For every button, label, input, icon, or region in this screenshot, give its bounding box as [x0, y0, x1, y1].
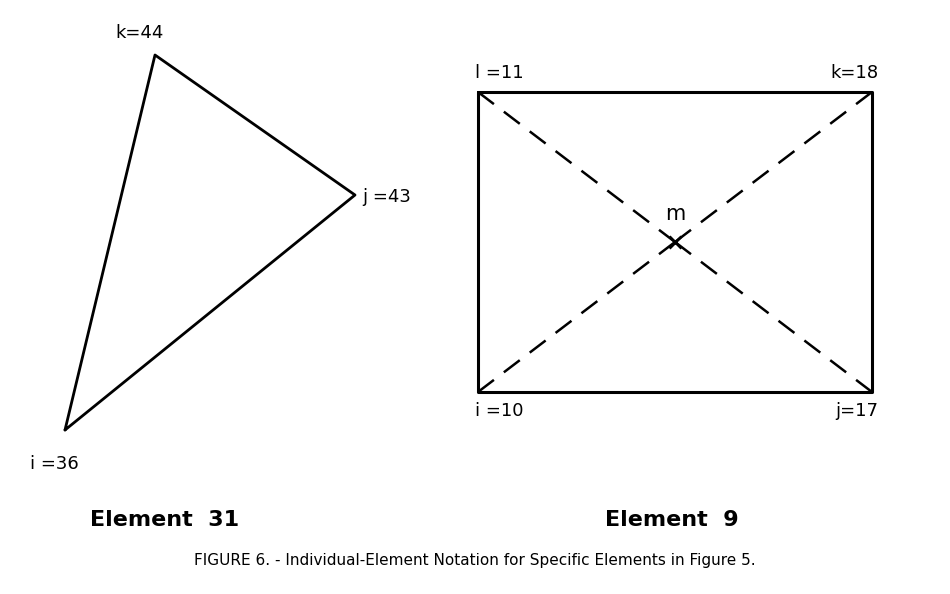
Text: m: m: [665, 204, 685, 224]
Text: i =10: i =10: [475, 402, 523, 420]
Text: j =43: j =43: [362, 188, 410, 206]
Text: k=18: k=18: [830, 64, 878, 82]
Text: FIGURE 6. - Individual-Element Notation for Specific Elements in Figure 5.: FIGURE 6. - Individual-Element Notation …: [194, 553, 756, 568]
Text: l =11: l =11: [475, 64, 523, 82]
Text: k=44: k=44: [115, 24, 163, 42]
Text: i =36: i =36: [30, 455, 79, 473]
Text: Element  9: Element 9: [605, 510, 739, 530]
Text: Element  31: Element 31: [90, 510, 239, 530]
Text: j=17: j=17: [835, 402, 878, 420]
